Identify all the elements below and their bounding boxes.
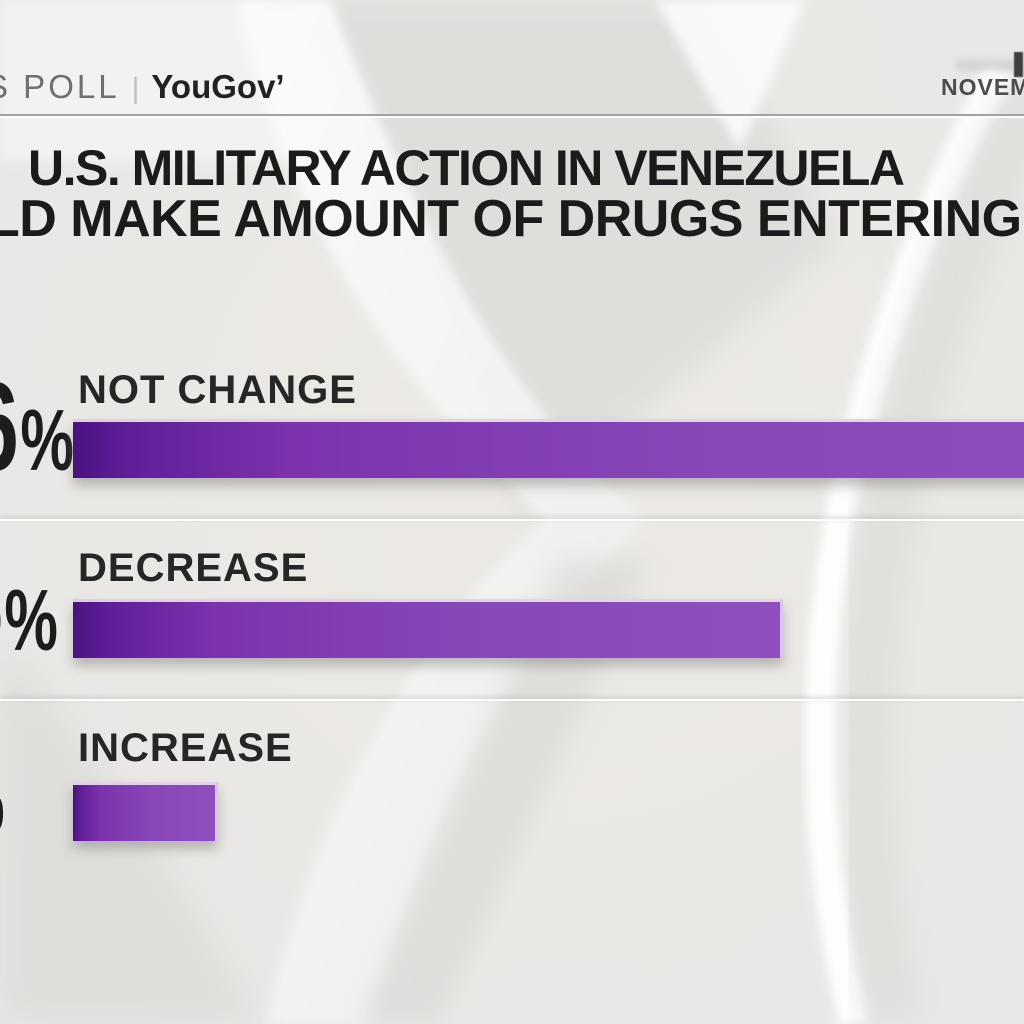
value-digits: 35 <box>0 538 3 677</box>
bar-value-not-change: 56% <box>0 365 74 490</box>
value-digits: 56 <box>0 358 19 497</box>
poll-logo-text-clipped: S POLL <box>0 68 120 105</box>
row-separator <box>0 699 1024 701</box>
bar-decrease <box>73 599 783 658</box>
bar-label-decrease: DECREASE <box>78 546 309 590</box>
bar-label-not-change: NOT CHANGE <box>78 368 357 412</box>
date-text-clipped: NOVEM <box>941 74 1024 100</box>
percent-sign: % <box>0 755 5 851</box>
bar-value-increase: 7% <box>0 727 5 852</box>
row-separator <box>0 519 1024 521</box>
header-rule <box>0 114 1024 116</box>
percent-sign: % <box>4 573 58 669</box>
clipped-text-fragment <box>1014 52 1023 77</box>
faint-clipped-text <box>956 59 1020 71</box>
title-line-1: U.S. MILITARY ACTION IN VENEZUELA <box>28 140 905 196</box>
bar-not-change <box>73 419 1024 478</box>
yougov-logo: YouGov’ <box>151 68 285 105</box>
bar-increase <box>73 782 218 841</box>
network-poll-logo: S POLL | YouGov’ <box>0 68 285 106</box>
title-line-2-clipped: LD MAKE AMOUNT OF DRUGS ENTERING <box>0 190 1022 248</box>
percent-sign: % <box>20 393 74 489</box>
logo-divider: | <box>131 72 140 105</box>
bar-value-decrease: 35% <box>0 545 58 670</box>
bar-label-increase: INCREASE <box>78 726 293 770</box>
